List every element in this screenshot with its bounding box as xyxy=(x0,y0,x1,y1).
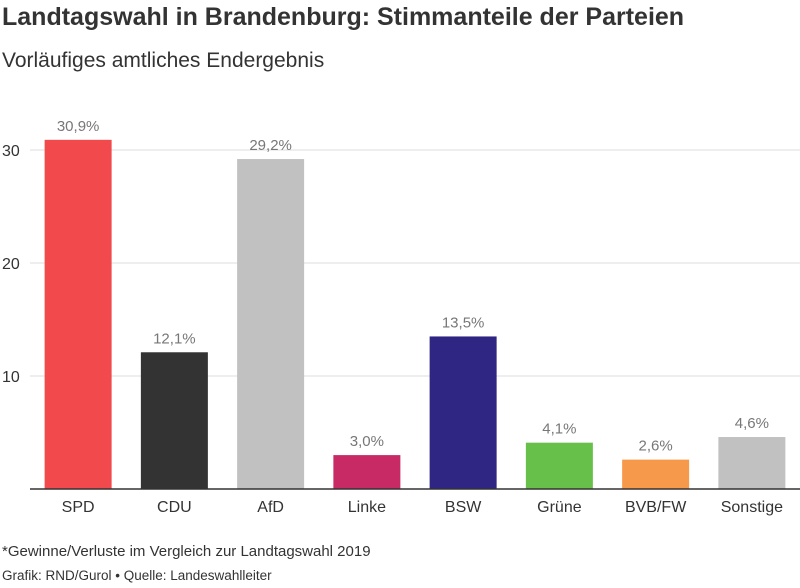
bar-value-label: 4,1% xyxy=(542,421,576,438)
x-tick-label: Grüne xyxy=(537,499,582,516)
x-tick-label: AfD xyxy=(257,499,284,516)
bar xyxy=(718,437,786,489)
bar xyxy=(333,455,401,489)
x-tick-label: BSW xyxy=(445,499,482,516)
x-tick-label: CDU xyxy=(157,499,192,516)
bar-value-label: 2,6% xyxy=(639,438,673,455)
bar-chart: 10 20 30 30,9% SPD 12,1% CDU 29,2% AfD 3,0% Linke 1… xyxy=(2,118,800,516)
y-tick-label: 10 xyxy=(2,369,20,386)
bar-value-label: 30,9% xyxy=(57,118,100,135)
x-tick-label: BVB/FW xyxy=(625,499,687,516)
y-tick-label: 30 xyxy=(2,143,20,160)
bar xyxy=(140,352,208,489)
bar xyxy=(429,336,497,489)
bar-value-label: 4,6% xyxy=(735,415,769,432)
bar-value-label: 3,0% xyxy=(350,433,384,450)
footnote: *Gewinne/Verluste im Vergleich zur Landt… xyxy=(2,543,371,560)
chart-subtitle: Vorläufiges amtliches Endergebnis xyxy=(2,49,325,72)
bar xyxy=(44,139,112,489)
y-tick-label: 20 xyxy=(2,256,20,273)
bar xyxy=(622,459,690,489)
x-tick-label: Sonstige xyxy=(721,499,783,516)
bar xyxy=(237,159,305,490)
bar-value-label: 29,2% xyxy=(249,137,292,154)
bar xyxy=(525,442,593,489)
x-tick-label: SPD xyxy=(62,499,95,516)
source-credit: Grafik: RND/Gurol • Quelle: Landeswahlle… xyxy=(2,568,272,583)
bar-value-label: 12,1% xyxy=(153,330,196,347)
chart-title: Landtagswahl in Brandenburg: Stimmanteil… xyxy=(2,3,685,31)
bar-value-label: 13,5% xyxy=(442,314,485,331)
x-tick-label: Linke xyxy=(348,499,386,516)
